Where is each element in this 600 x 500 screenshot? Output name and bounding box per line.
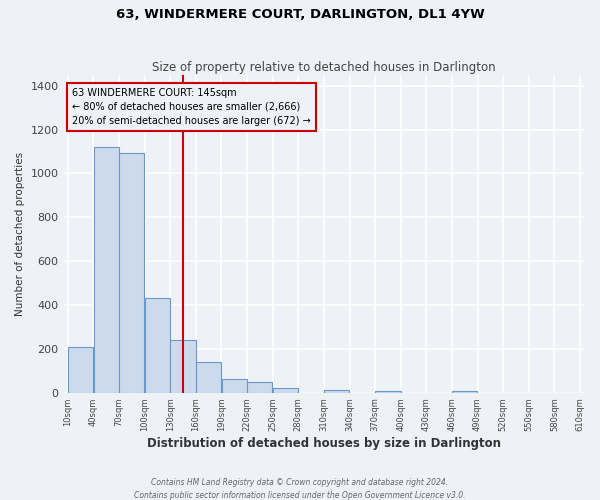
Text: 63, WINDERMERE COURT, DARLINGTON, DL1 4YW: 63, WINDERMERE COURT, DARLINGTON, DL1 4Y… [116,8,484,20]
Bar [94,147,119,392]
Bar [247,382,272,392]
Bar [376,390,401,392]
Bar [324,390,349,392]
Text: Contains HM Land Registry data © Crown copyright and database right 2024.
Contai: Contains HM Land Registry data © Crown c… [134,478,466,500]
Bar [221,379,247,392]
Bar [170,340,196,392]
Bar [68,346,93,393]
X-axis label: Distribution of detached houses by size in Darlington: Distribution of detached houses by size … [147,437,501,450]
Bar [273,388,298,392]
Bar [119,152,145,392]
Bar [196,362,221,392]
Y-axis label: Number of detached properties: Number of detached properties [15,152,25,316]
Bar [452,391,478,392]
Bar [145,298,170,392]
Title: Size of property relative to detached houses in Darlington: Size of property relative to detached ho… [152,60,496,74]
Text: 63 WINDERMERE COURT: 145sqm
← 80% of detached houses are smaller (2,666)
20% of : 63 WINDERMERE COURT: 145sqm ← 80% of det… [72,88,311,126]
